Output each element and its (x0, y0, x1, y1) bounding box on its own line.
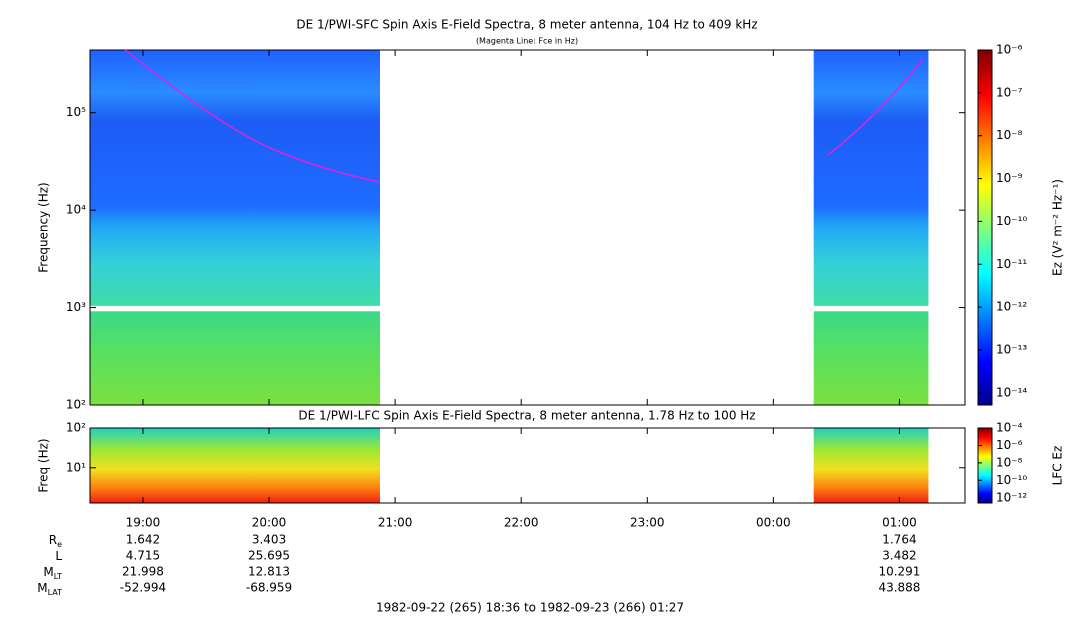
x-tick-label: 22:00 (504, 516, 539, 530)
y-tick-label: 10² (66, 421, 86, 435)
chart-title: DE 1/PWI-SFC Spin Axis E-Field Spectra, … (296, 18, 757, 32)
colorbar-tick-label: 10⁻¹³ (996, 342, 1027, 356)
colorbar-tick-label: 10⁻¹¹ (996, 257, 1027, 271)
ephemeris-label-main: L (55, 549, 62, 563)
ephemeris-value: 12.813 (248, 565, 290, 579)
fce-line (827, 59, 923, 156)
colorbar-tick-label: 10⁻⁹ (996, 171, 1023, 185)
ephemeris-label: MLT (43, 565, 62, 581)
ephemeris-label-main: M (43, 565, 53, 579)
colorbar-tick-label: 10⁻⁶ (996, 438, 1023, 452)
y-tick-label: 10⁵ (66, 105, 86, 119)
time-range: 1982-09-22 (265) 18:36 to 1982-09-23 (26… (376, 601, 684, 615)
ephemeris-label-sub: LT (54, 572, 62, 581)
y-tick-label: 10⁴ (66, 203, 86, 217)
y-tick-label: 10² (66, 398, 86, 412)
x-tick-label: 00:00 (756, 516, 791, 530)
x-tick-label: 21:00 (378, 516, 413, 530)
ephemeris-value: 3.403 (252, 533, 286, 547)
colorbar-tick-label: 10⁻¹⁰ (996, 214, 1027, 228)
ephemeris-value: 10.291 (878, 565, 920, 579)
y-tick-label: 10³ (66, 300, 86, 314)
ephemeris-value: 21.998 (122, 565, 164, 579)
y-axis-label: Freq (Hz) (37, 438, 51, 492)
ephemeris-label: L (55, 549, 62, 563)
spectrogram-span (90, 428, 380, 503)
plot-frame (89, 49, 966, 406)
ephemeris-value: 43.888 (878, 581, 920, 595)
ephemeris-label-main: M (37, 581, 47, 595)
x-tick-label: 01:00 (882, 516, 917, 530)
fce-line (124, 49, 381, 183)
ephemeris-value: 1.764 (882, 533, 916, 547)
colorbar-label: LFC Ez (1051, 446, 1065, 486)
ephemeris-label: MLAT (37, 581, 62, 597)
chart-subtitle: (Magenta Line: Fce in Hz) (476, 37, 578, 46)
x-tick-label: 20:00 (252, 516, 287, 530)
plots: 10² 10³ 10⁴ 10⁵ Frequency (Hz) 10⁻⁶ 10⁻⁷ 10⁻⁸ 10… (37, 43, 1065, 597)
colorbar-tick-label: 10⁻⁸ (996, 128, 1023, 142)
y-axis-label: Frequency (Hz) (37, 182, 51, 273)
colorbar-tick-label: 10⁻⁶ (996, 43, 1023, 57)
colorbar-tick-label: 10⁻¹² (996, 490, 1027, 504)
colorbar-tick-label: 10⁻¹² (996, 300, 1027, 314)
ephemeris-value: 4.715 (126, 549, 160, 563)
spectrogram-span (813, 50, 929, 405)
ephemeris-label-sub: e (57, 540, 62, 549)
ephemeris-label-sub: LAT (48, 588, 62, 597)
x-tick-label: 19:00 (126, 516, 161, 530)
ephemeris-value: 3.482 (882, 549, 916, 563)
colorbar-tick-label: 10⁻⁷ (996, 85, 1023, 99)
ephemeris-label: Re (49, 533, 62, 549)
y-tick-label: 10¹ (66, 460, 86, 474)
colorbar-tick-label: 10⁻¹⁰ (996, 473, 1027, 487)
chart-title: DE 1/PWI-LFC Spin Axis E-Field Spectra, … (298, 409, 755, 423)
colorbar-tick-label: 10⁻⁴ (996, 421, 1023, 435)
colorbar-tick-label: 10⁻⁸ (996, 455, 1023, 469)
ephemeris-value: -68.959 (246, 581, 292, 595)
colorbar-tick-label: 10⁻¹⁴ (996, 385, 1027, 399)
spectrogram-span (90, 50, 380, 405)
colorbar (977, 427, 993, 504)
colorbar (977, 49, 993, 406)
x-tick-label: 23:00 (630, 516, 665, 530)
plot-frame (89, 427, 966, 504)
ephemeris-label-main: R (49, 533, 57, 547)
ephemeris-value: 1.642 (126, 533, 160, 547)
colorbar-label: Ez (V² m⁻² Hz⁻¹) (1051, 179, 1065, 276)
ephemeris-value: 25.695 (248, 549, 290, 563)
spectrogram-span (813, 428, 929, 503)
ephemeris-value: -52.994 (120, 581, 166, 595)
